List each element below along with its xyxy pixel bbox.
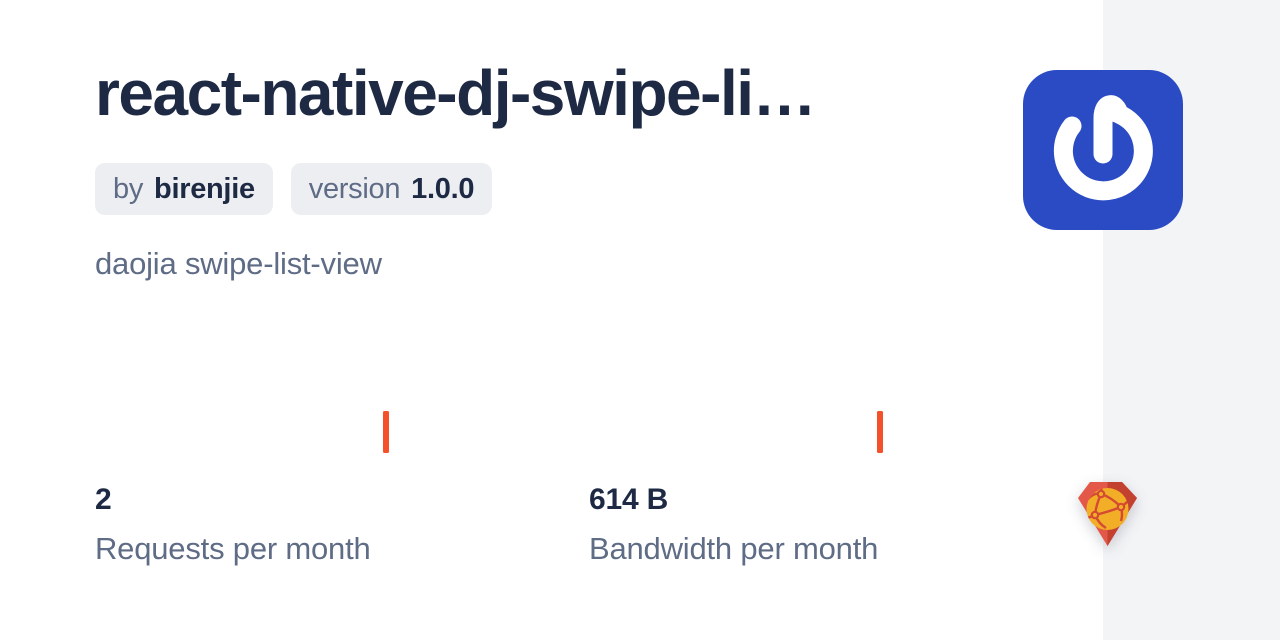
chart-bar	[877, 411, 883, 453]
gravatar-logo-icon	[1023, 70, 1183, 230]
bandwidth-stat: 614 B Bandwidth per month	[589, 353, 883, 569]
gravatar-g-glyph	[1053, 95, 1153, 201]
author-prefix-label: by	[113, 172, 144, 205]
requests-value: 2	[95, 483, 112, 516]
version-badge: version 1.0.0	[290, 163, 493, 215]
bandwidth-value: 614 B	[589, 483, 669, 516]
badge-row: by birenjie version 1.0.0	[95, 163, 493, 215]
author-name: birenjie	[154, 172, 255, 205]
author-badge: by birenjie	[95, 163, 273, 215]
globe-network-nodes	[1090, 489, 1126, 520]
package-title: react-native-dj-swipe-li…	[95, 57, 817, 129]
requests-chart	[95, 353, 389, 453]
chart-bar	[383, 411, 389, 453]
jsdelivr-logo-icon	[1078, 482, 1137, 546]
package-description: daojia swipe-list-view	[95, 246, 382, 281]
version-number: 1.0.0	[411, 172, 475, 205]
bandwidth-label: Bandwidth per month	[589, 531, 879, 566]
requests-label: Requests per month	[95, 531, 371, 566]
version-prefix-label: version	[308, 172, 401, 205]
bandwidth-chart	[589, 353, 883, 453]
requests-stat: 2 Requests per month	[95, 353, 389, 569]
